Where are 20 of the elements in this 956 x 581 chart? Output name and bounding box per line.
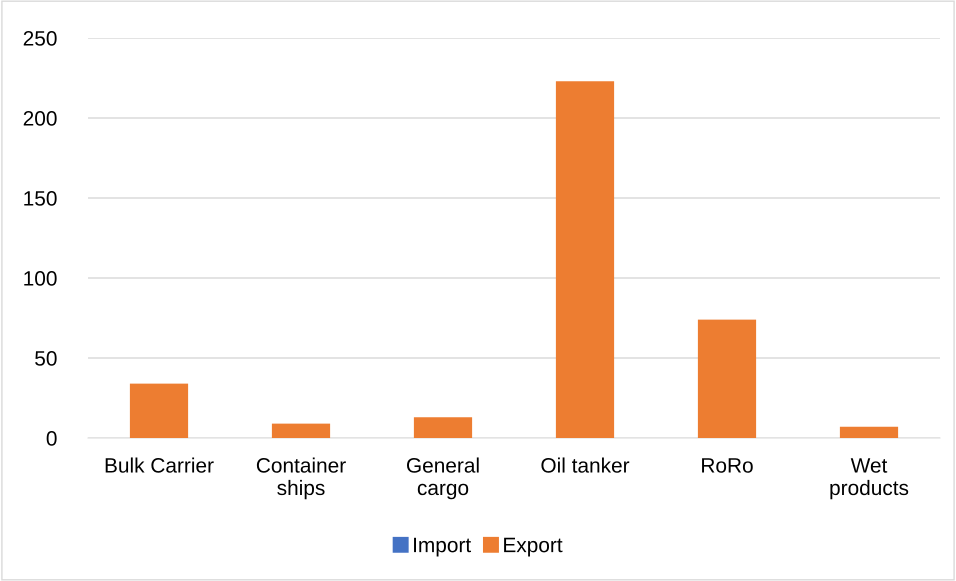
bar [556,81,614,438]
x-tick-label: General cargo [406,457,479,500]
y-tick-label: 50 [35,351,57,366]
bar [272,424,330,438]
legend-label: Import [414,538,472,556]
y-tick-label: 200 [24,111,57,126]
x-tick-label: Container ships [256,457,346,500]
bar [840,426,898,438]
y-tick-label: 150 [24,191,57,206]
legend-label: Export [504,538,562,556]
x-tick-label: Wet products [830,458,908,500]
x-tick-label: Oil tanker [541,457,630,473]
y-tick-label: 0 [46,431,57,446]
bar [130,384,188,438]
y-tick-label: 100 [24,271,57,286]
x-tick-label: Bulk Carrier [106,457,214,473]
y-tick-label: 250 [24,31,57,46]
x-tick-label: RoRo [702,458,753,473]
bar [698,320,756,438]
bar [414,417,472,438]
